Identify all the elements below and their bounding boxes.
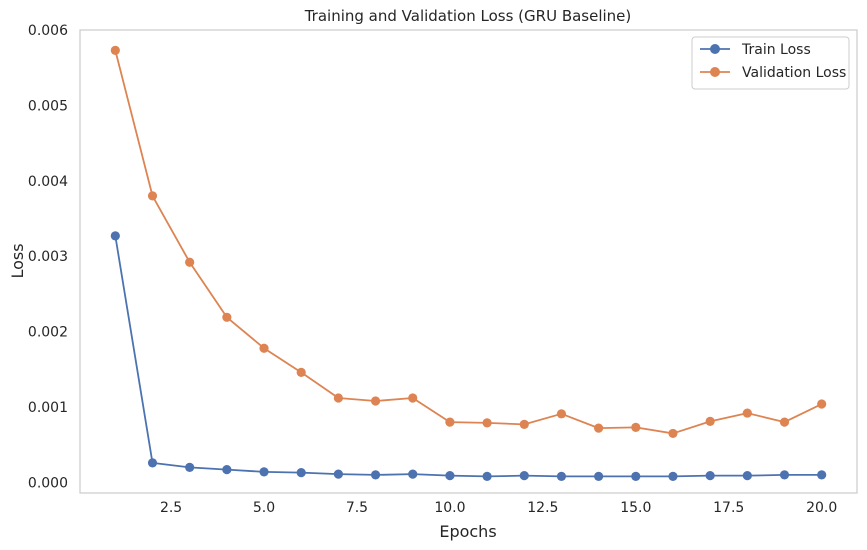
x-tick-label: 12.5 bbox=[527, 500, 558, 516]
data-point-validation bbox=[519, 419, 529, 429]
data-point-train bbox=[594, 471, 604, 482]
y-tick-label: 0.005 bbox=[28, 98, 68, 114]
data-point-validation bbox=[705, 416, 715, 426]
x-axis-ticks: 2.5 5.0 7.5 10.0 12.5 15.0 17.5 20.0 bbox=[160, 500, 837, 516]
data-point-train bbox=[445, 471, 455, 481]
y-tick-label: 0.002 bbox=[28, 325, 68, 341]
x-tick-label: 15.0 bbox=[620, 500, 651, 516]
series-line-validation bbox=[114, 50, 823, 435]
y-tick-label: 0.003 bbox=[28, 249, 68, 265]
data-point-validation bbox=[594, 423, 604, 433]
data-point-train bbox=[482, 471, 492, 482]
data-point-validation bbox=[482, 418, 492, 428]
x-tick-label: 10.0 bbox=[434, 500, 465, 516]
x-tick-label: 17.5 bbox=[713, 500, 744, 516]
legend: Train Loss Validation Loss bbox=[691, 36, 850, 90]
legend-label-validation: Validation Loss bbox=[742, 65, 846, 81]
data-point-train bbox=[296, 468, 306, 478]
data-point-validation bbox=[668, 428, 678, 439]
data-point-train bbox=[333, 469, 343, 479]
data-point-validation bbox=[333, 393, 343, 403]
data-point-train bbox=[705, 471, 715, 481]
y-tick-label: 0.004 bbox=[28, 174, 68, 190]
chart-title: Training and Validation Loss (GRU Baseli… bbox=[304, 7, 632, 25]
data-point-validation bbox=[296, 367, 306, 377]
data-point-train bbox=[631, 471, 641, 482]
data-point-train bbox=[222, 465, 232, 475]
y-axis-ticks: 0.000 0.001 0.002 0.003 0.004 0.005 0.006 bbox=[28, 23, 68, 491]
y-tick-label: 0.000 bbox=[28, 475, 68, 491]
data-point-validation bbox=[408, 393, 418, 403]
data-point-validation bbox=[185, 257, 195, 267]
data-point-validation bbox=[817, 399, 827, 409]
y-tick-label: 0.001 bbox=[28, 400, 68, 416]
data-point-validation bbox=[556, 409, 567, 419]
data-point-validation bbox=[779, 417, 790, 427]
plot-area bbox=[79, 29, 858, 494]
data-point-train bbox=[519, 471, 529, 481]
legend-marker-train bbox=[710, 44, 720, 54]
legend-box bbox=[691, 36, 850, 90]
data-point-train bbox=[147, 458, 158, 468]
data-point-validation bbox=[222, 312, 232, 322]
data-point-train bbox=[668, 471, 678, 482]
data-point-train bbox=[370, 470, 381, 480]
data-point-validation bbox=[445, 417, 455, 427]
legend-label-train: Train Loss bbox=[741, 42, 811, 58]
series-line-train bbox=[114, 235, 822, 478]
data-point-train bbox=[408, 469, 418, 479]
data-point-train bbox=[556, 471, 567, 482]
data-point-validation bbox=[147, 191, 158, 201]
x-tick-label: 2.5 bbox=[160, 500, 182, 516]
x-tick-label: 5.0 bbox=[253, 500, 275, 516]
x-tick-label: 7.5 bbox=[346, 500, 368, 516]
y-axis-label: Loss bbox=[8, 243, 27, 278]
data-point-train bbox=[259, 467, 269, 477]
data-point-train bbox=[110, 231, 120, 241]
data-point-validation bbox=[370, 396, 381, 406]
x-tick-label: 20.0 bbox=[806, 500, 837, 516]
data-point-train bbox=[742, 471, 752, 481]
series-layer bbox=[110, 45, 827, 482]
data-point-validation bbox=[110, 45, 120, 55]
data-point-train bbox=[779, 470, 790, 480]
x-axis-label: Epochs bbox=[439, 522, 496, 541]
data-point-validation bbox=[259, 343, 269, 353]
data-point-validation bbox=[631, 422, 641, 432]
y-tick-label: 0.006 bbox=[28, 23, 68, 39]
data-point-train bbox=[817, 470, 827, 480]
legend-marker-validation bbox=[710, 67, 720, 77]
data-point-validation bbox=[742, 408, 752, 418]
data-point-train bbox=[185, 462, 195, 472]
